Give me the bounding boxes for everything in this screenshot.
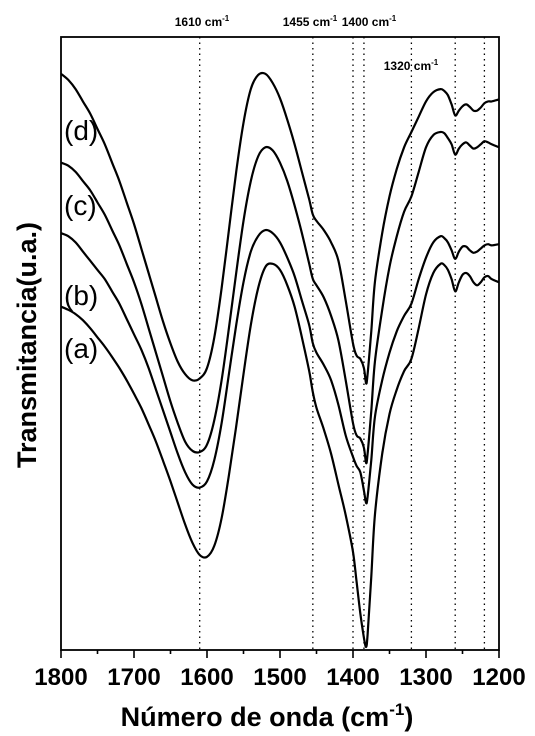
- y-axis-title: Transmitancia(u.a.): [12, 222, 42, 468]
- curve-label-c: (c): [64, 190, 97, 221]
- series-line-d: [60, 71, 500, 385]
- x-tick-label-1400: 1400: [326, 664, 379, 691]
- plot-frame: [60, 36, 500, 651]
- curve-label-b: (b): [64, 280, 98, 311]
- x-tick-label-1600: 1600: [180, 664, 233, 691]
- series-line-b: [60, 228, 500, 505]
- reference-label-1610: 1610 cm-1: [175, 14, 230, 29]
- spectrum-curves: [60, 71, 500, 649]
- reference-label-1455: 1455 cm-1: [283, 14, 338, 29]
- x-tick-label-1800: 1800: [34, 664, 87, 691]
- x-tick-label-1700: 1700: [107, 664, 160, 691]
- series-line-a: [60, 262, 500, 649]
- x-axis-ticks: 1800 1700 1600 1500 1400 1300 1200: [34, 650, 526, 691]
- series-line-c: [60, 130, 500, 465]
- reference-label-1400: 1400 cm-1: [342, 14, 397, 29]
- x-tick-label-1300: 1300: [399, 664, 452, 691]
- curve-labels: (a) (b) (c) (d): [64, 115, 98, 364]
- x-axis-title: Número de onda (cm-1): [121, 700, 414, 732]
- curve-label-d: (d): [64, 115, 98, 146]
- reference-label-1320: 1320 cm-1: [384, 58, 439, 73]
- curve-label-a: (a): [64, 333, 98, 364]
- x-tick-label-1200: 1200: [472, 664, 525, 691]
- reference-line-labels: 1610 cm-1 1455 cm-1 1400 cm-1 1320 cm-1: [175, 14, 439, 73]
- x-tick-label-1500: 1500: [253, 664, 306, 691]
